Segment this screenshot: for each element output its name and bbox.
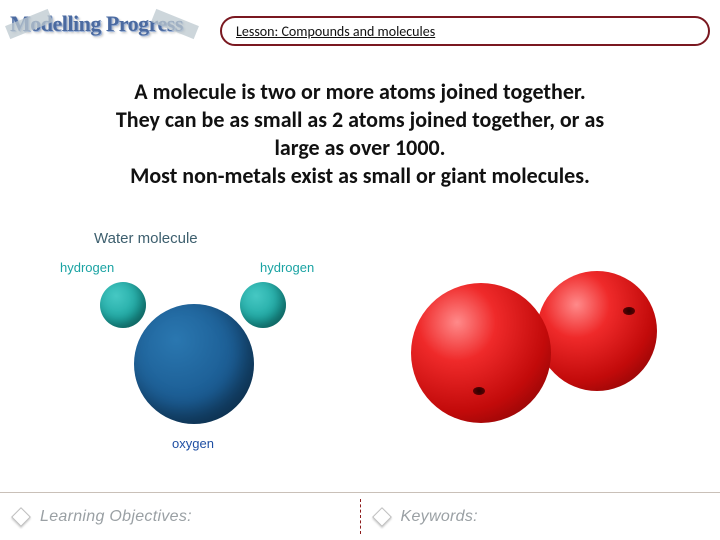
body-line: They can be as small as 2 atoms joined t… bbox=[24, 106, 696, 134]
water-diagram-title: Water molecule bbox=[94, 230, 340, 247]
footer-keywords: Keywords: bbox=[361, 493, 720, 540]
footer-objectives: Learning Objectives: bbox=[0, 493, 360, 540]
hydrogen-label: hydrogen bbox=[260, 260, 314, 275]
diagrams-area: Water molecule hydrogen hydrogen oxygen bbox=[0, 230, 720, 485]
lesson-title-pill: Lesson: Compounds and molecules bbox=[220, 16, 710, 46]
water-molecule-diagram: Water molecule hydrogen hydrogen oxygen bbox=[60, 230, 340, 460]
body-line: large as over 1000. bbox=[24, 134, 696, 162]
oxygen-atom-icon bbox=[411, 283, 551, 423]
hydrogen-label: hydrogen bbox=[60, 260, 114, 275]
oxygen-atom-icon bbox=[537, 271, 657, 391]
footer-bar: Learning Objectives: Keywords: bbox=[0, 492, 720, 540]
atom-highlight-icon bbox=[623, 307, 635, 315]
footer-keywords-label: Keywords: bbox=[401, 508, 478, 526]
bullet-icon bbox=[11, 507, 31, 527]
body-line: Most non-metals exist as small or giant … bbox=[24, 162, 696, 190]
footer-objectives-label: Learning Objectives: bbox=[40, 508, 192, 526]
oxygen-molecule-diagram bbox=[405, 265, 665, 435]
hydrogen-atom-icon bbox=[100, 282, 146, 328]
logo: Modelling Progress bbox=[10, 11, 222, 51]
bullet-icon bbox=[372, 507, 392, 527]
header-bar: Modelling Progress Lesson: Compounds and… bbox=[10, 12, 710, 50]
body-text: A molecule is two or more atoms joined t… bbox=[24, 78, 696, 191]
oxygen-atom-icon bbox=[134, 304, 254, 424]
lesson-title: Lesson: Compounds and molecules bbox=[236, 23, 435, 40]
oxygen-label: oxygen bbox=[172, 436, 214, 451]
body-line: A molecule is two or more atoms joined t… bbox=[24, 78, 696, 106]
hydrogen-atom-icon bbox=[240, 282, 286, 328]
atom-highlight-icon bbox=[473, 387, 485, 395]
